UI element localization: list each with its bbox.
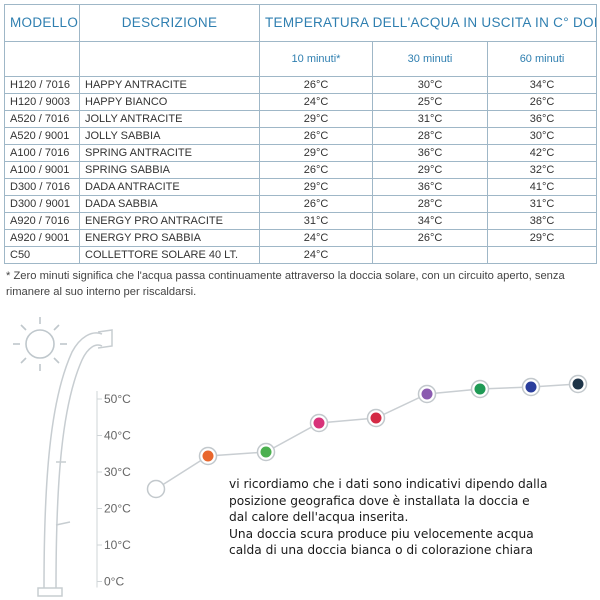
- remarks: vi ricordiamo che i dati sono indicativi…: [229, 476, 599, 559]
- shower-color-dot: [256, 442, 276, 462]
- table-row: D300 / 7016 DADA ANTRACITE 29°C 36°C 41°C: [4, 178, 598, 196]
- shower-color-dot: [309, 413, 329, 433]
- shower-color-dot: [417, 384, 437, 404]
- model-cell: D300 / 9001: [4, 195, 80, 213]
- shower-color-dot: [366, 408, 386, 428]
- model-cell: A920 / 7016: [4, 212, 80, 230]
- temperature-table: MODELLO DESCRIZIONE TEMPERATURA DELL'ACQ…: [4, 4, 598, 264]
- scale-tick-label: 40°C: [104, 429, 131, 443]
- model-cell: A520 / 9001: [4, 127, 80, 145]
- model-cell: H120 / 7016: [4, 76, 80, 94]
- model-cell: C50: [4, 246, 80, 264]
- temp-10-cell: 24°C: [259, 246, 373, 264]
- temperature-scale: 50°C 40°C 30°C 20°C 10°C 0°C: [96, 391, 131, 589]
- temp-30-cell: 28°C: [372, 195, 488, 213]
- table-row: A520 / 9001 JOLLY SABBIA 26°C 28°C 30°C: [4, 127, 598, 145]
- scale-tick-label: 0°C: [104, 575, 124, 589]
- scale-tick-label: 10°C: [104, 538, 131, 552]
- remarks-line-5: calda di una doccia bianca o di colorazi…: [229, 543, 534, 557]
- remarks-line-3: dal calore dell'acqua inserita.: [229, 510, 409, 524]
- solar-shower-icon: [37, 329, 113, 597]
- description-cell: COLLETTORE SOLARE 40 LT.: [79, 246, 260, 264]
- table-row: H120 / 7016 HAPPY ANTRACITE 26°C 30°C 34°C: [4, 76, 598, 94]
- remarks-line-4: Una doccia scura produce piu velocemente…: [229, 526, 534, 541]
- footnote: * Zero minuti significa che l'acqua pass…: [6, 268, 594, 300]
- description-cell: HAPPY ANTRACITE: [79, 76, 260, 94]
- header-description: DESCRIZIONE: [79, 4, 260, 42]
- description-cell: JOLLY ANTRACITE: [79, 110, 260, 128]
- shower-color-dot: [198, 446, 218, 466]
- shower-color-dot: [470, 379, 490, 399]
- description-cell: ENERGY PRO ANTRACITE: [79, 212, 260, 230]
- table-row: A520 / 7016 JOLLY ANTRACITE 29°C 31°C 36°C: [4, 110, 598, 128]
- sun-icon: [13, 317, 67, 371]
- description-cell: HAPPY BIANCO: [79, 93, 260, 111]
- curve-line: [155, 383, 579, 490]
- shower-color-dot: [146, 479, 166, 499]
- temp-60-cell: 30°C: [486, 127, 598, 145]
- description-cell: SPRING SABBIA: [79, 161, 260, 179]
- scale-tick-label: 20°C: [104, 502, 131, 516]
- table-row: C50 COLLETTORE SOLARE 40 LT. 24°C: [4, 246, 598, 264]
- temp-60-cell: 29°C: [486, 229, 598, 247]
- shower-color-dot: [568, 374, 588, 394]
- table-row: A920 / 7016 ENERGY PRO ANTRACITE 31°C 34°C 3…: [4, 212, 598, 230]
- remarks-line-2: posizione geografica dove è installata l…: [229, 493, 530, 508]
- temp-60-cell: [486, 246, 598, 264]
- footnote-line-2: rimanere al suo interno per riscaldarsi.: [6, 286, 197, 298]
- footnote-line-1: * Zero minuti significa che l'acqua pass…: [6, 270, 565, 282]
- temp-60-cell: 32°C: [486, 161, 598, 179]
- model-cell: A920 / 9001: [4, 229, 80, 247]
- table-row: A920 / 9001 ENERGY PRO SABBIA 24°C 26°C 29°C: [4, 229, 598, 247]
- model-cell: H120 / 9003: [4, 93, 80, 111]
- scale-tick-label: 30°C: [104, 465, 131, 479]
- remarks-line-1: vi ricordiamo che i dati sono indicativi…: [229, 477, 548, 491]
- subheader-empty-model: [4, 41, 80, 77]
- table-row: A100 / 9001 SPRING SABBIA 26°C 29°C 32°C: [4, 161, 598, 179]
- scale-tick-label: 50°C: [104, 392, 131, 406]
- temperature-curve: [146, 374, 588, 499]
- shower-color-dot: [521, 377, 541, 397]
- temp-10-cell: 26°C: [259, 161, 373, 179]
- header-model: MODELLO: [4, 4, 80, 42]
- header-10-min: 10 minuti*: [259, 41, 373, 77]
